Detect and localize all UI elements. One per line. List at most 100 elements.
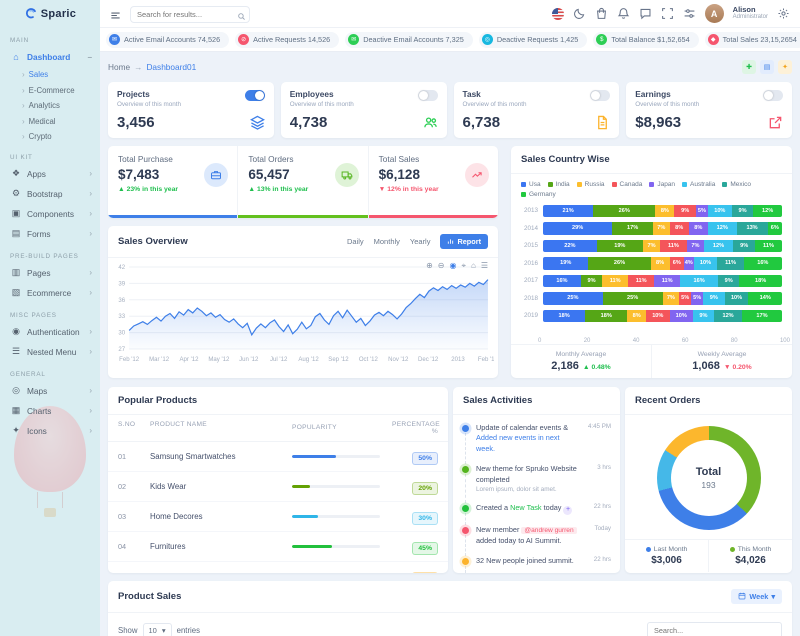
stacked-bar-track[interactable]: 18% 18% 8% 10% 10% 9% 12% 17% <box>543 309 782 322</box>
sliders-icon[interactable] <box>683 7 696 20</box>
legend-item-mexico[interactable]: Mexico <box>722 181 751 188</box>
legend-item-russia[interactable]: Russia <box>576 181 605 188</box>
ticker-item[interactable]: ⊘ Active Requests 14,526 <box>235 31 340 48</box>
settings-gear-icon[interactable] <box>777 7 790 20</box>
activity-text-part: @andrew gurren <box>521 526 577 534</box>
year-label: 2014 <box>523 224 538 232</box>
reset-zoom-icon[interactable]: ⌂ <box>470 260 476 270</box>
svg-text:Dec '12: Dec '12 <box>418 357 439 363</box>
sidebar-subitem-crypto[interactable]: › Crypto <box>0 129 100 145</box>
sidebar-item-bootstrap[interactable]: ⚙ Bootstrap › <box>0 184 100 204</box>
legend-item-india[interactable]: India <box>547 181 570 188</box>
tab-daily[interactable]: Daily <box>346 236 364 246</box>
toggle-switch[interactable] <box>763 90 783 101</box>
sales-overview-chart-area[interactable]: ⊕ ⊖ ◉ ⌖ ⌂ ☰ 42 39 36 33 30 27 Feb '12 Mar '12 Apr '12… <box>108 258 498 382</box>
sidebar-item-maps[interactable]: ◎ Maps › <box>0 381 100 401</box>
legend-item-japan[interactable]: Japan <box>649 181 675 188</box>
messages-icon[interactable]: 8 <box>639 4 654 20</box>
legend-item-germany[interactable]: Germany <box>521 191 556 198</box>
stacked-bar-track[interactable]: 16% 9% 11% 11% 11% 16% 9% 18% <box>543 274 782 287</box>
stat-card-title: Earnings <box>635 89 671 99</box>
quick-action-add[interactable]: ✚ <box>742 60 756 74</box>
menu-toggle-icon[interactable] <box>110 8 121 19</box>
legend-item-usa[interactable]: Usa <box>521 181 541 188</box>
week-filter-button[interactable]: Week ▾ <box>731 588 782 604</box>
fullscreen-icon[interactable] <box>661 7 674 20</box>
user-avatar[interactable]: A <box>704 4 724 23</box>
ticker-item[interactable]: ◎ Deactive Requests 1,425 <box>478 31 588 48</box>
search-icon[interactable] <box>237 8 246 20</box>
sales-overview-chart[interactable]: 42 39 36 33 30 27 Feb '12 Mar '12 Apr '12 May '12… <box>112 259 498 377</box>
brand-logo[interactable]: Sparic <box>0 0 100 28</box>
quick-action-star[interactable]: ✦ <box>778 60 792 74</box>
dashboard-icon: ⌂ <box>13 52 19 62</box>
sidebar-item-forms[interactable]: ▤ Forms › <box>0 224 100 244</box>
country-stacked-bars[interactable]: 2013 21% 26% 8% 9% 5% 10% 9% 12% 2014 29% 17% 7% 8% 8%… <box>511 203 792 337</box>
sidebar-subitem-sales[interactable]: › Sales <box>0 67 100 83</box>
search-input[interactable] <box>130 6 250 23</box>
popularity-bar-fill <box>292 514 319 518</box>
sidebar-item-nested-menu[interactable]: ☰ Nested Menu › <box>0 342 100 362</box>
total-card-total-sales: Total Sales $6,128 ▼ 12% in this year <box>368 146 498 218</box>
ticker-item[interactable]: ✉ Active Email Accounts 74,526 <box>106 31 230 48</box>
tab-monthly[interactable]: Monthly <box>373 236 400 246</box>
sidebar-item-components[interactable]: ▣ Components › <box>0 204 100 224</box>
breadcrumb-current[interactable]: Dashboard01 <box>146 62 197 72</box>
svg-text:30: 30 <box>118 330 125 336</box>
chart-menu-icon[interactable]: ☰ <box>480 260 488 270</box>
recent-orders-donut-chart[interactable]: Total 193 <box>656 425 761 530</box>
sidebar-subitem-medical[interactable]: › Medical <box>0 114 100 130</box>
shopping-bag-icon[interactable]: 5 <box>595 4 610 20</box>
legend-item-australia[interactable]: Australia <box>682 181 715 188</box>
user-menu[interactable]: Alison Administrator <box>733 5 768 21</box>
toggle-switch[interactable] <box>590 90 611 101</box>
breadcrumb-home[interactable]: Home <box>108 62 131 72</box>
selection-zoom-icon[interactable]: ◉ <box>449 260 457 270</box>
sidebar-item-icons[interactable]: ✦ Icons › <box>0 421 100 441</box>
quick-action-layout[interactable]: ▤ <box>760 60 774 74</box>
pan-icon[interactable]: ⌖ <box>461 260 466 270</box>
sidebar-item-charts[interactable]: ▦ Charts › <box>0 401 100 421</box>
dark-mode-moon-icon[interactable] <box>573 7 586 20</box>
language-flag-icon[interactable] <box>551 7 564 20</box>
sidebar-item-apps[interactable]: ❖ Apps › <box>0 164 100 184</box>
zoom-out-icon[interactable]: ⊖ <box>437 260 445 270</box>
sidebar-item-dashboard[interactable]: ⌂ Dashboard − <box>0 47 100 67</box>
stacked-bar-track[interactable]: 25% 25% 7% 5% 5% 9% 10% 14% <box>543 292 782 305</box>
stacked-bar-track[interactable]: 22% 19% 7% 11% 7% 12% 9% 11% <box>543 239 782 252</box>
toggle-switch[interactable] <box>417 90 438 101</box>
product-row: 03 Home Decores 30% <box>108 502 448 532</box>
toggle-switch[interactable] <box>244 90 265 101</box>
bootstrap-icon: ⚙ <box>11 188 21 198</box>
product-row: 05Electroni Gadgets 70% <box>108 562 448 573</box>
icons-icon: ✦ <box>12 425 20 435</box>
sidebar-item-pages[interactable]: ▥ Pages › <box>0 263 100 283</box>
legend-item-canada[interactable]: Canada <box>611 181 642 188</box>
stacked-bar-track[interactable]: 29% 17% 7% 8% 8% 12% 13% 6% <box>543 222 782 235</box>
zoom-in-icon[interactable]: ⊕ <box>426 260 433 270</box>
page-size-select[interactable]: 10 ▾ <box>142 622 172 636</box>
sales-activities-title: Sales Activities <box>463 394 533 406</box>
sidebar-item-ecommerce[interactable]: ▧ Ecommerce › <box>0 283 100 303</box>
sidebar-subitem-analytics[interactable]: › Analytics <box>0 98 100 114</box>
report-button[interactable]: Report <box>440 233 488 249</box>
ticker-item[interactable]: $ Total Balance $1,52,654 <box>593 31 699 48</box>
bar-segment-russia: 8% <box>650 257 670 270</box>
sidebar-item-authentication[interactable]: ◉ Authentication › <box>0 322 100 342</box>
total-title: Total Sales <box>378 153 420 164</box>
ticker-item[interactable]: ✉ Deactive Email Accounts 7,325 <box>345 31 473 48</box>
ticker-item[interactable]: ◆ Total Sales 23,15,2654 <box>704 31 800 48</box>
product-sno: 03 <box>118 511 127 521</box>
stacked-bar-track[interactable]: 19% 26% 8% 6% 4% 10% 11% 16% <box>543 257 782 270</box>
activity-link[interactable]: Added new events in next week. <box>476 433 560 453</box>
country-summary: Monthly Average 2,186 ▲ 0.48% Weekly Aver… <box>511 343 792 378</box>
stacked-bar-track[interactable]: 21% 26% 8% 9% 5% 10% 9% 12% <box>543 204 782 217</box>
table-search-input[interactable] <box>647 621 782 636</box>
tab-yearly[interactable]: Yearly <box>409 236 431 246</box>
bar-segment-india: 18% <box>585 309 628 322</box>
orders-legend-label: Last Month <box>625 546 708 553</box>
sidebar-subitem-e-commerce[interactable]: › E-Commerce <box>0 83 100 99</box>
bar-segment-mexico: 9% <box>733 239 756 252</box>
activity-text: New theme for Spruko Website completed <box>476 464 587 485</box>
notifications-bell-icon[interactable]: 5 <box>617 4 632 20</box>
